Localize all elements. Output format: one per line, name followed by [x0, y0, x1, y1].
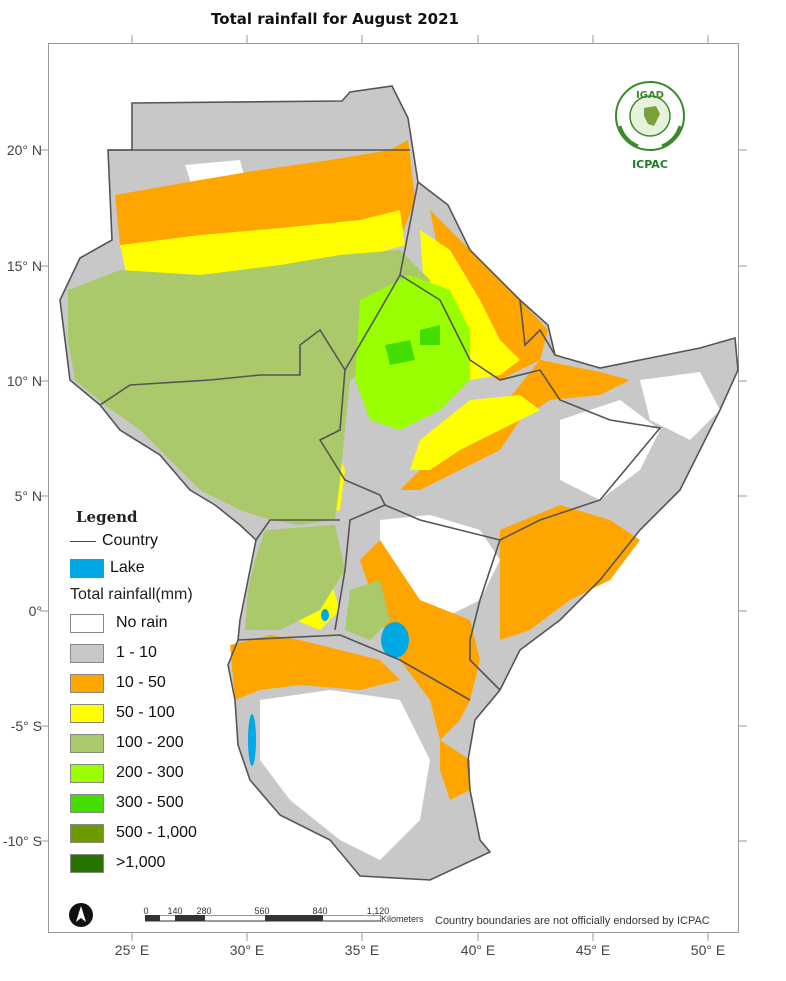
country-borders — [59, 85, 739, 881]
disclaimer-text: Country boundaries are not officially en… — [435, 915, 710, 927]
legend-class-label: No rain — [116, 614, 168, 631]
legend-class-label: 50 - 100 — [116, 704, 175, 721]
legend-class-label: 100 - 200 — [116, 734, 184, 751]
swatch-10-50 — [70, 673, 104, 693]
map-title: Total rainfall for August 2021 — [211, 10, 459, 28]
igad-emblem-icon — [615, 81, 685, 151]
lon-label-50e: 50° E — [690, 942, 726, 958]
legend-class-row: >1,000 — [70, 848, 250, 878]
scale-tick: 840 — [312, 906, 328, 916]
logo-bottom-text: ICPAC — [632, 158, 668, 171]
legend-class-label: 10 - 50 — [116, 674, 166, 691]
scale-tick: 140 — [167, 906, 183, 916]
legend-class-label: 300 - 500 — [116, 794, 184, 811]
north-arrow-icon — [69, 903, 93, 927]
scale-bar — [145, 915, 381, 922]
lat-label-10s: -10° S — [2, 833, 42, 849]
map-frame — [48, 43, 739, 933]
legend-heading: Legend — [76, 508, 138, 526]
lake-swatch — [70, 558, 104, 578]
legend-class-label: 500 - 1,000 — [116, 824, 197, 841]
swatch-1-10 — [70, 643, 104, 663]
legend-lake-row: Lake — [70, 552, 250, 584]
legend-class-row: 500 - 1,000 — [70, 818, 250, 848]
lat-label-10n: 10° N — [6, 373, 42, 389]
lon-label-40e: 40° E — [460, 942, 496, 958]
lat-label-20n: 20° N — [6, 142, 42, 158]
scale-tick: 280 — [196, 906, 212, 916]
lat-label-0: 0° — [28, 603, 42, 619]
swatch-200-300 — [70, 763, 104, 783]
legend-class-row: 1 - 10 — [70, 638, 250, 668]
lon-label-25e: 25° E — [114, 942, 150, 958]
legend-class-row: 200 - 300 — [70, 758, 250, 788]
graticule-ticks — [40, 35, 747, 941]
scale-tick: 560 — [254, 906, 270, 916]
lakes — [248, 609, 409, 766]
scale-tick: 0 — [143, 906, 149, 916]
legend-class-row: 100 - 200 — [70, 728, 250, 758]
swatch-500-1000 — [70, 823, 104, 843]
rain-100-200-areas — [68, 250, 430, 640]
scale-units: Kilometers — [381, 914, 424, 924]
country-line-swatch — [70, 540, 96, 542]
lat-label-15n: 15° N — [6, 258, 42, 274]
legend-class-label: >1,000 — [116, 854, 166, 871]
icpac-logo: IGAD ICPAC — [610, 78, 690, 172]
lon-label-45e: 45° E — [575, 942, 611, 958]
legend-rainfall-title: Total rainfall(mm) — [70, 586, 193, 603]
legend-class-label: 1 - 10 — [116, 644, 157, 661]
legend-class-row: 50 - 100 — [70, 698, 250, 728]
legend-class-row: 10 - 50 — [70, 668, 250, 698]
lon-label-35e: 35° E — [344, 942, 380, 958]
scale-tick: 1,120 — [366, 906, 390, 916]
swatch-gt-1000 — [70, 853, 104, 873]
lat-label-5s: -5° S — [10, 718, 42, 734]
map-legend: Legend Country Lake Total rainfall(mm) N… — [70, 508, 250, 878]
logo-top-text: IGAD — [636, 90, 664, 101]
legend-country-label: Country — [102, 532, 159, 549]
swatch-100-200 — [70, 733, 104, 753]
rain-300-500-areas — [385, 325, 440, 365]
legend-class-row: No rain — [70, 608, 250, 638]
swatch-no-rain — [70, 613, 104, 633]
legend-country-row: Country — [70, 530, 250, 552]
legend-class-row: 300 - 500 — [70, 788, 250, 818]
lon-label-30e: 30° E — [229, 942, 265, 958]
legend-lake-label: Lake — [110, 559, 145, 576]
legend-class-label: 200 - 300 — [116, 764, 184, 781]
swatch-50-100 — [70, 703, 104, 723]
lat-label-5n: 5° N — [14, 488, 42, 504]
swatch-300-500 — [70, 793, 104, 813]
